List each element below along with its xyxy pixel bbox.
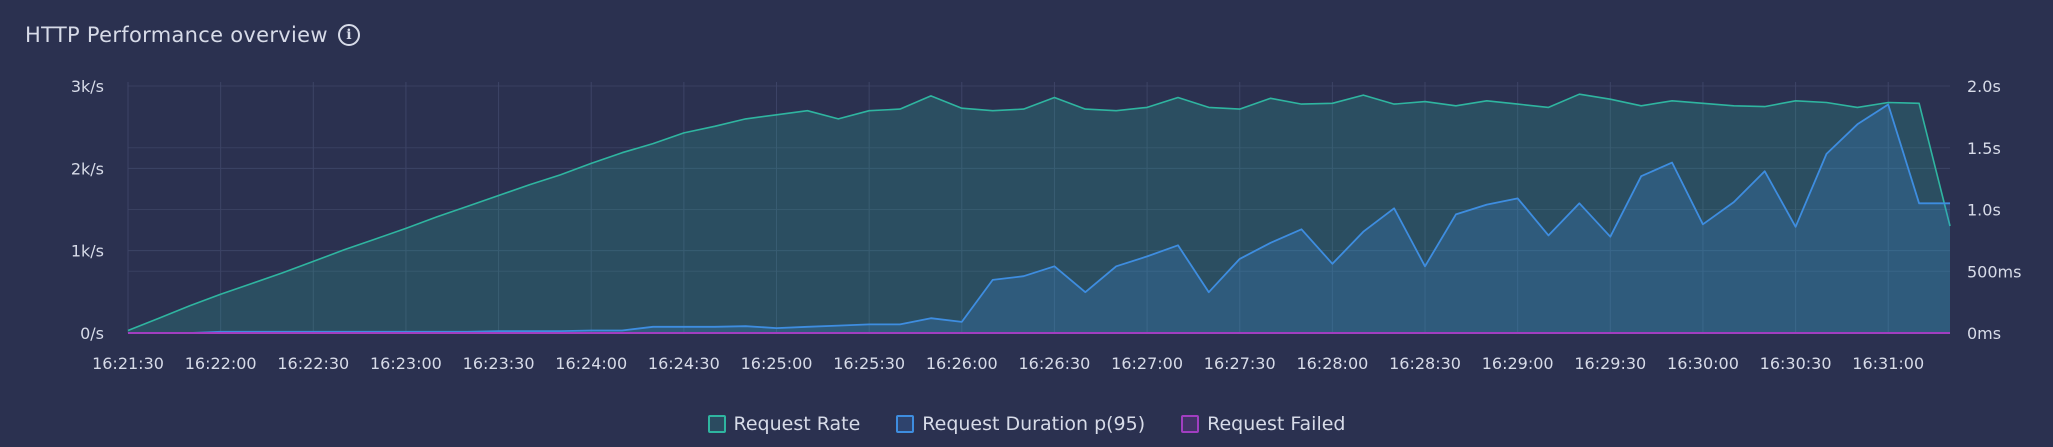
y-right-tick-label-3: 1.5s xyxy=(1967,139,2001,158)
series-area-0 xyxy=(128,94,1950,333)
x-tick-label-2: 16:22:30 xyxy=(277,354,349,373)
x-tick-label-11: 16:27:00 xyxy=(1111,354,1183,373)
x-tick-label-13: 16:28:00 xyxy=(1296,354,1368,373)
series-line-1 xyxy=(128,103,1950,334)
y-left-tick-label-1: 1k/s xyxy=(71,242,104,261)
x-tick-label-10: 16:26:30 xyxy=(1019,354,1091,373)
legend-label-request-duration: Request Duration p(95) xyxy=(922,413,1146,435)
x-tick-label-7: 16:25:00 xyxy=(741,354,813,373)
x-tick-label-0: 16:21:30 xyxy=(92,354,164,373)
x-tick-label-5: 16:24:00 xyxy=(555,354,627,373)
legend-swatch-request-rate xyxy=(707,415,726,433)
x-tick-label-1: 16:22:00 xyxy=(185,354,257,373)
x-tick-label-3: 16:23:00 xyxy=(370,354,442,373)
x-tick-label-9: 16:26:00 xyxy=(926,354,998,373)
x-tick-label-12: 16:27:30 xyxy=(1204,354,1276,373)
series-area-1 xyxy=(128,104,1950,333)
y-left-tick-label-2: 2k/s xyxy=(71,159,104,178)
legend-item-request-failed[interactable]: Request Failed xyxy=(1181,413,1346,435)
legend-item-request-duration[interactable]: Request Duration p(95) xyxy=(896,413,1145,435)
y-left-tick-label-3: 3k/s xyxy=(71,77,104,96)
legend-item-request-rate[interactable]: Request Rate xyxy=(707,413,861,435)
series-line-0 xyxy=(127,93,1951,332)
legend-label-request-rate: Request Rate xyxy=(733,413,861,435)
y-left-tick-label-0: 0/s xyxy=(80,324,104,343)
legend-label-request-failed: Request Failed xyxy=(1207,413,1346,435)
panel-header: HTTP Performance overview i xyxy=(25,18,360,52)
x-tick-label-4: 16:23:30 xyxy=(463,354,535,373)
x-tick-label-16: 16:29:30 xyxy=(1574,354,1646,373)
y-right-tick-label-4: 2.0s xyxy=(1967,77,2001,96)
x-tick-label-19: 16:31:00 xyxy=(1852,354,1924,373)
x-tick-label-18: 16:30:30 xyxy=(1760,354,1832,373)
y-right-tick-label-2: 1.0s xyxy=(1967,201,2001,220)
legend-swatch-request-duration xyxy=(896,415,915,433)
info-icon[interactable]: i xyxy=(337,24,360,46)
panel-title: HTTP Performance overview xyxy=(25,23,328,47)
x-tick-label-8: 16:25:30 xyxy=(833,354,905,373)
x-tick-label-14: 16:28:30 xyxy=(1389,354,1461,373)
y-right-tick-label-0: 0ms xyxy=(1967,324,2001,343)
y-right-tick-label-1: 500ms xyxy=(1967,262,2021,281)
x-tick-label-15: 16:29:00 xyxy=(1482,354,1554,373)
chart-legend: Request Rate Request Duration p(95) Requ… xyxy=(0,413,2053,435)
x-tick-label-17: 16:30:00 xyxy=(1667,354,1739,373)
legend-swatch-request-failed xyxy=(1181,415,1200,433)
x-tick-label-6: 16:24:30 xyxy=(648,354,720,373)
